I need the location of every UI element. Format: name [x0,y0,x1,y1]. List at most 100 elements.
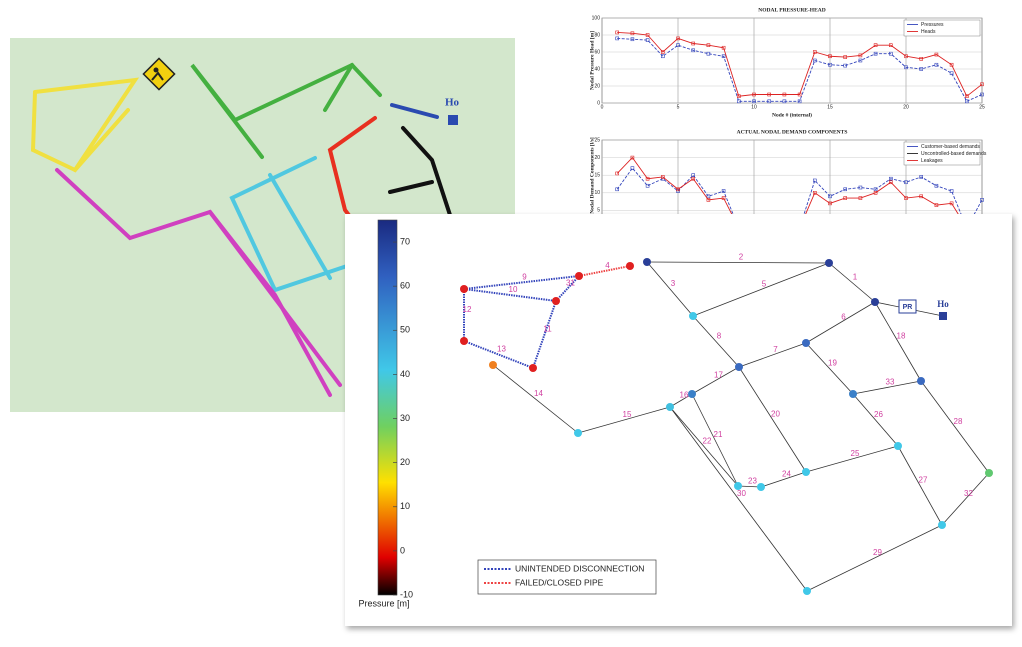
y-tick-label: 5 [597,208,600,214]
x-tick-label: 0 [601,104,604,110]
pipe [669,393,693,408]
point [721,196,726,200]
point [721,189,726,193]
legend-label: Customer-based demands [921,144,980,150]
pipe [577,406,671,434]
point [797,99,802,104]
reservoir-label: Ho [937,299,949,309]
pipe-label: 31 [566,279,575,288]
x-axis-label: Node # (internal) [772,111,812,118]
point [858,53,863,58]
point [630,155,635,160]
pipe-label: 17 [714,371,723,380]
y-tick-label: 40 [594,66,600,72]
point [904,65,908,70]
point [934,183,939,188]
series-line [617,37,983,102]
pipe [806,524,943,592]
point [630,37,635,42]
point [767,99,772,104]
y-tick-label: 20 [594,83,600,89]
node [552,297,560,305]
point [812,178,817,183]
legend-label: Pressures [921,22,944,28]
point [706,43,711,48]
point [919,175,924,179]
y-tick-label: 10 [594,190,600,196]
node [849,390,857,398]
pipe-label: 5 [762,280,767,289]
point [858,58,863,63]
point [843,196,848,200]
point [873,43,878,48]
point [873,51,878,56]
legend-box [477,559,657,595]
y-tick-label: 20 [594,155,600,161]
point [980,198,984,202]
point [858,185,863,190]
point [949,62,954,67]
pipe-label: 9 [522,273,527,282]
legend-label: FAILED/CLOSED PIPE [515,577,604,587]
y-tick-label: 15 [594,173,600,179]
point [934,203,939,207]
pipe-label: 15 [623,410,632,419]
pipe-label: 33 [886,378,895,387]
pipe-label: 11 [543,325,552,334]
point [858,196,863,200]
pipe-label: 2 [739,253,744,262]
pipe [691,393,739,487]
pipe [492,364,579,434]
node [666,403,674,411]
point [630,31,635,36]
point [980,92,984,97]
point [888,43,893,48]
charts-panel: NODAL PRESSURE-HEAD Node # (internal) Noda… [588,0,992,243]
point [964,99,969,104]
point [828,54,832,59]
x-tick-label: 20 [903,104,909,110]
pipe [852,380,922,395]
reservoir [448,115,458,125]
x-tick-label: 5 [677,104,680,110]
pipe [920,380,990,474]
valve-box [898,299,917,314]
point [615,187,620,192]
pipe [738,366,807,473]
pipe [692,262,830,317]
colorbar-label: Pressure [m] [358,598,409,608]
point [873,191,878,195]
y-axis-label: Actual Nodal Demand Components [l/s] [589,137,595,231]
point [812,191,817,195]
point [919,67,924,71]
node [938,521,946,529]
colorbar-tick-label: 60 [400,281,410,291]
pipe-label: 25 [851,449,860,458]
pipe [941,472,990,526]
point [843,55,848,59]
colorbar-tick-label: 50 [400,325,410,335]
pipe-label: 27 [919,476,928,485]
pipe-label: 20 [771,410,780,419]
work-sign [142,57,176,91]
pipe [874,301,922,382]
point [934,52,939,57]
pipe [738,342,807,368]
point [980,82,984,87]
colorbar-tick-label: 40 [400,369,410,379]
pipe-label: 4 [605,261,610,270]
pipe [578,265,631,277]
point [888,51,893,56]
point [904,180,908,185]
node [489,361,497,369]
node [575,272,583,280]
point [706,198,711,202]
legend-label: Uncontrolled-based demands [921,151,987,157]
point [752,99,756,104]
point [660,54,665,59]
colorbar-tick-label: 20 [400,457,410,467]
valve-label: PR [903,304,913,311]
x-tick-label: 10 [751,104,757,110]
pipe [646,261,830,264]
